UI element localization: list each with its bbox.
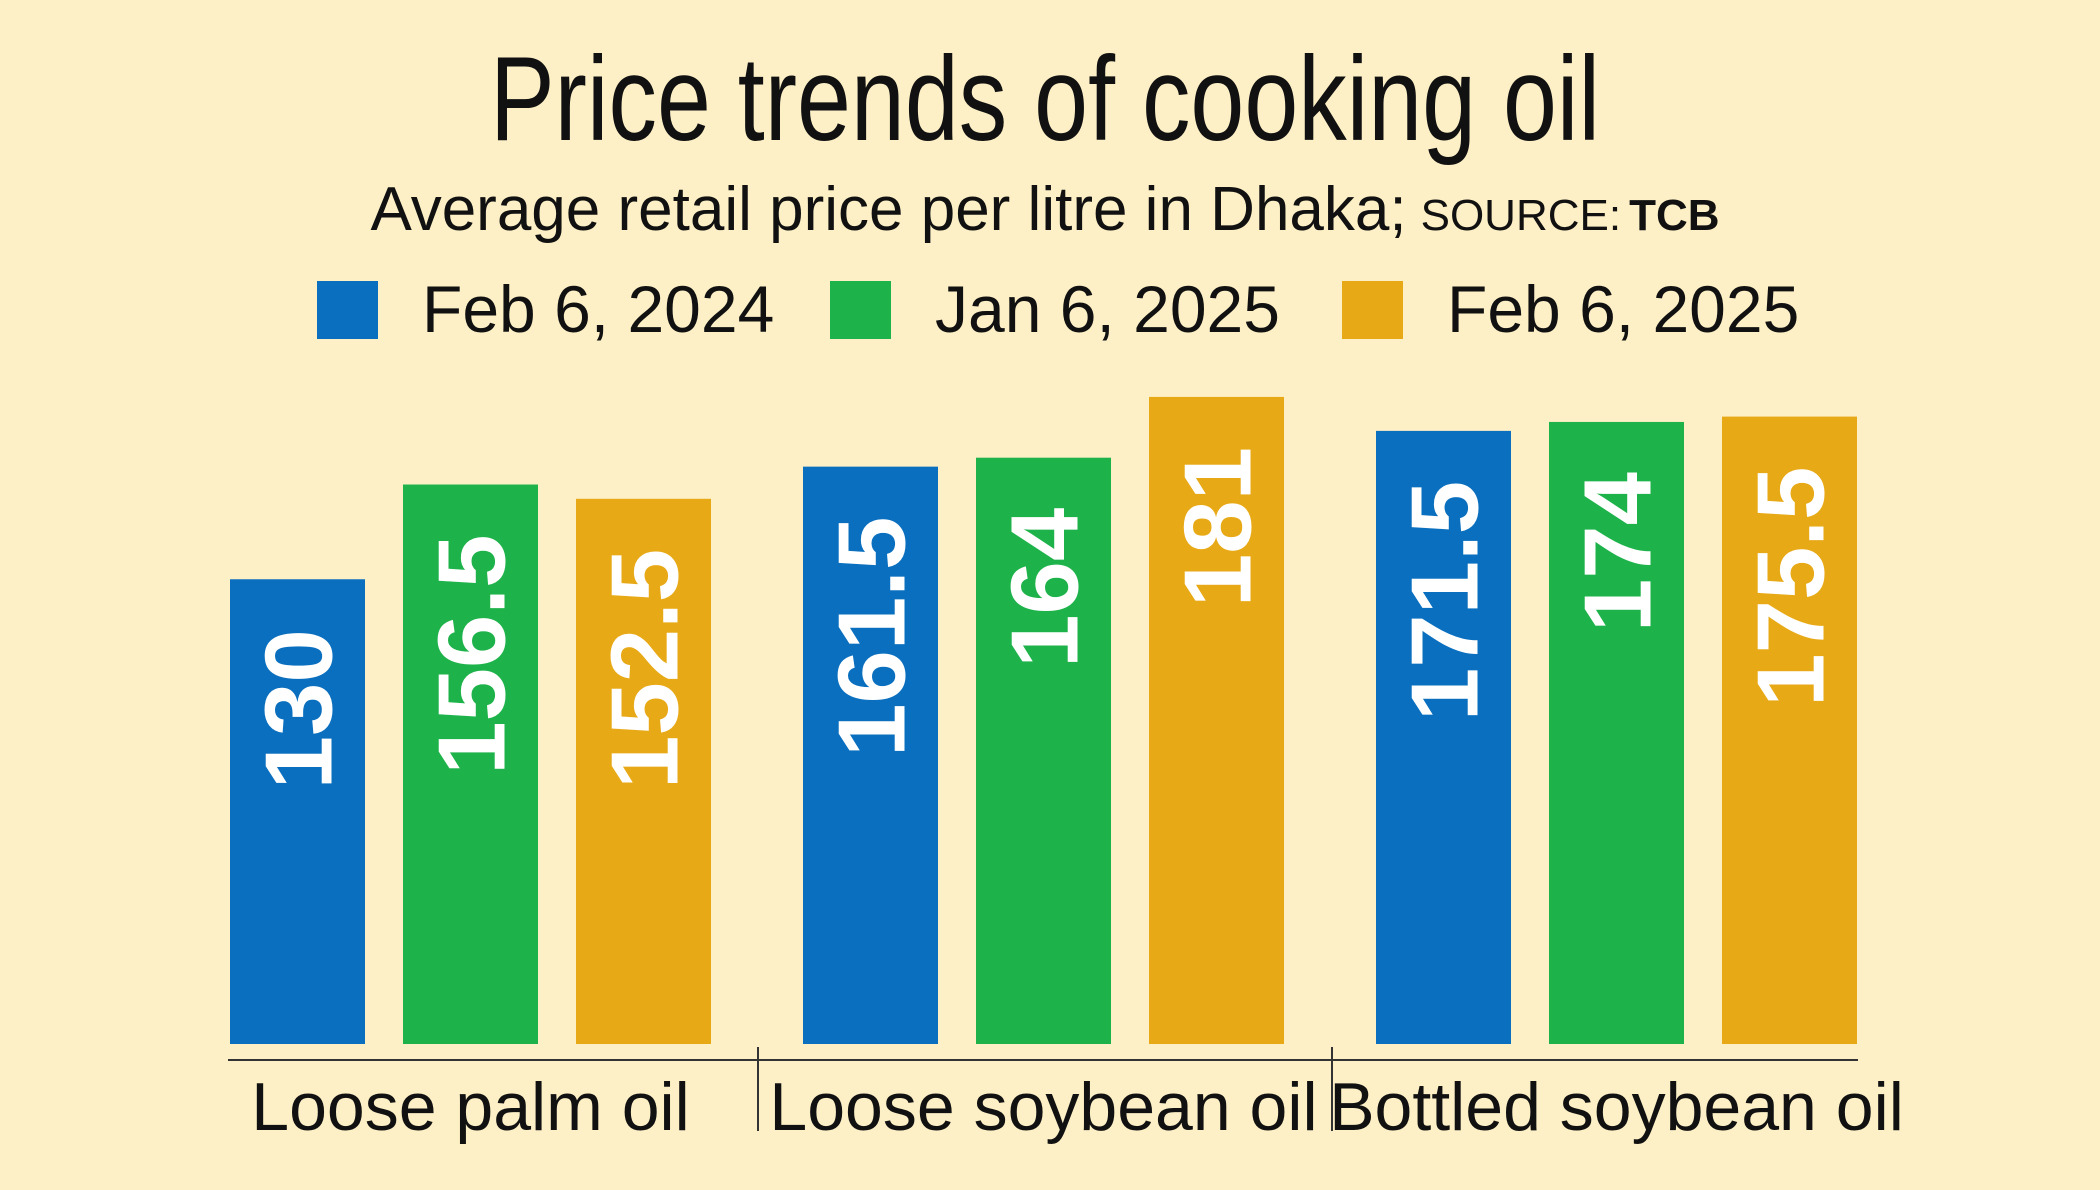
source: TCB	[1629, 191, 1719, 240]
category-label: Loose soybean oil	[769, 1069, 1317, 1145]
category-label: Loose palm oil	[251, 1069, 689, 1145]
value-label: 181	[1165, 447, 1272, 607]
bar	[230, 579, 365, 1044]
legend-swatch	[317, 281, 378, 339]
legend-label: Feb 6, 2024	[422, 272, 774, 346]
value-label: 171.5	[1392, 481, 1499, 721]
bar	[803, 466, 938, 1044]
subtitle: Average retail price per litre in Dhaka;	[370, 175, 1406, 244]
value-label: 152.5	[592, 549, 699, 789]
value-label: 174	[1565, 472, 1672, 632]
value-label: 156.5	[419, 535, 526, 775]
bar	[576, 498, 711, 1044]
legend-swatch	[1342, 281, 1403, 339]
value-label: 175.5	[1738, 467, 1845, 707]
bar	[1376, 430, 1511, 1044]
legend-swatch	[830, 281, 891, 339]
value-label: 161.5	[819, 517, 926, 757]
value-label: 164	[992, 508, 1099, 668]
bar	[1549, 421, 1684, 1044]
value-label: 130	[246, 629, 353, 789]
source-label: SOURCE:	[1421, 191, 1621, 240]
bar	[1722, 416, 1857, 1044]
legend-label: Feb 6, 2025	[1447, 272, 1799, 346]
legend-label: Jan 6, 2025	[935, 272, 1280, 346]
bar	[1149, 396, 1284, 1044]
bar	[976, 457, 1111, 1044]
chart-subtitle: Average retail price per litre in Dhaka;…	[370, 175, 1719, 244]
bar	[403, 484, 538, 1044]
category-label: Bottled soybean oil	[1329, 1069, 1904, 1145]
chart-title: Price trends of cooking oil	[490, 32, 1600, 166]
